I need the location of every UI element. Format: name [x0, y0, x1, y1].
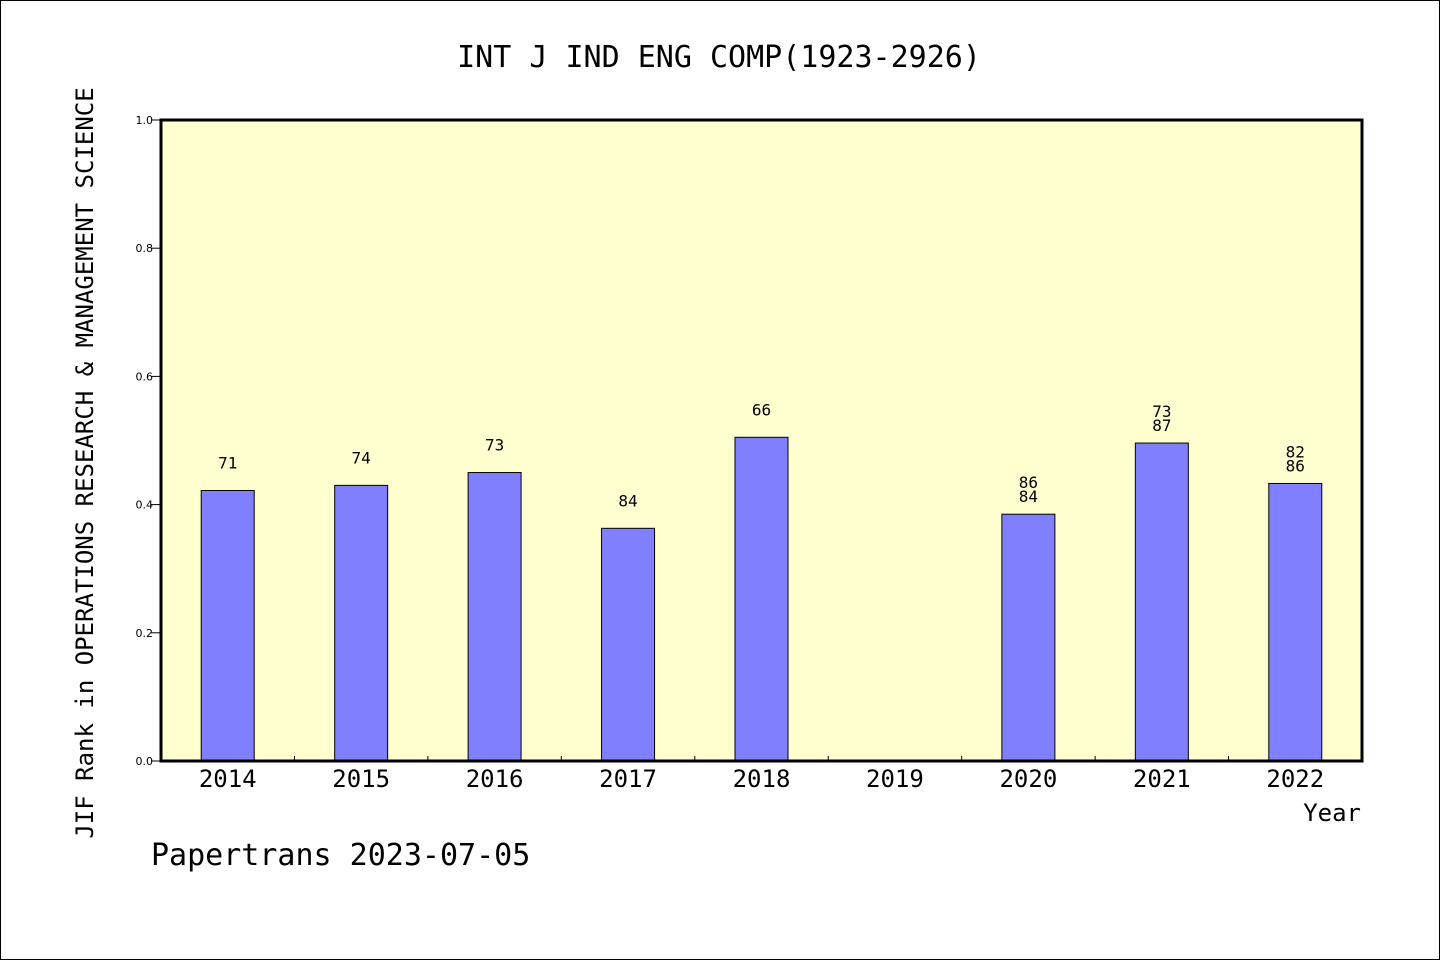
footer-credit: Papertrans 2023-07-05 — [151, 838, 530, 873]
x-tick-label: 2021 — [1133, 765, 1191, 793]
bar-value-label: 66 — [752, 400, 771, 419]
y-axis-label: JIF Rank in OPERATIONS RESEARCH & MANAGE… — [71, 87, 99, 838]
bar-2016 — [467, 472, 522, 762]
bar-value-label: 73 — [485, 436, 504, 455]
y-tick-label: 0.8 — [136, 242, 154, 255]
bar-value-label: 82 — [1286, 442, 1305, 461]
bar-2014 — [200, 489, 255, 762]
x-tick-label: 2017 — [599, 765, 657, 793]
plot-border — [159, 118, 1364, 763]
bar-value-label: 71 — [218, 453, 237, 472]
bar-2017 — [601, 527, 656, 762]
bar-value-label: 86 — [1286, 456, 1305, 475]
y-tick-label: 1.0 — [136, 114, 154, 127]
bar-value-label: 84 — [1019, 487, 1038, 506]
x-tick-label: 2020 — [999, 765, 1057, 793]
y-axis: 0.0 0.2 0.4 0.6 0.8 1.0 — [136, 114, 161, 768]
x-tick-label: 2015 — [332, 765, 390, 793]
bar-value-label: 73 — [1152, 402, 1171, 421]
y-tick-label: 0.2 — [136, 627, 154, 640]
x-axis-label: Year — [1303, 799, 1361, 827]
y-tick-label: 0.6 — [136, 370, 154, 383]
bar-value-label: 86 — [1019, 473, 1038, 492]
y-tick-label: 0.0 — [136, 755, 154, 768]
bar-2015 — [334, 484, 389, 762]
y-tick-label: 0.4 — [136, 499, 154, 512]
bar-2022 — [1268, 482, 1323, 762]
chart-title: INT J IND ENG COMP(1923-2926) — [457, 40, 981, 75]
x-tick-label: 2016 — [466, 765, 524, 793]
bar-2020 — [1001, 513, 1056, 762]
x-tick-label: 2014 — [199, 765, 257, 793]
bars-group — [200, 436, 1323, 762]
bar-value-label: 84 — [618, 491, 637, 510]
x-tick-label: 2019 — [866, 765, 924, 793]
bar-2018 — [734, 436, 789, 762]
x-tick-label: 2018 — [733, 765, 791, 793]
bar-2021 — [1134, 442, 1189, 762]
bar-value-label: 74 — [352, 448, 371, 467]
x-tick-label: 2022 — [1266, 765, 1324, 793]
bar-value-label: 87 — [1152, 416, 1171, 435]
x-axis: 2014 2015 2016 2017 2018 2019 2020 2021 2022 — [199, 756, 1324, 793]
